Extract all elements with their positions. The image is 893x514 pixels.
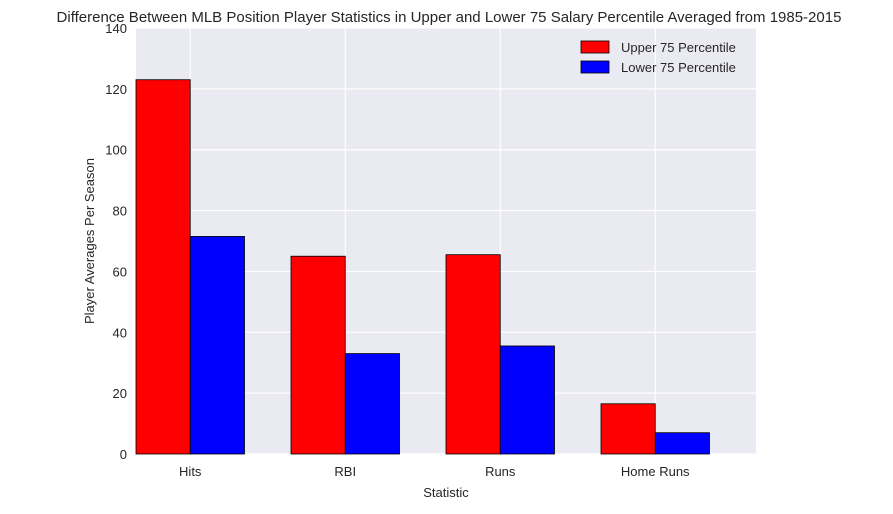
y-axis-label: Player Averages Per Season: [82, 158, 97, 324]
bar: [189, 236, 245, 455]
y-tick-label: 60: [113, 264, 127, 279]
legend-label: Upper 75 Percentile: [621, 40, 736, 55]
x-tick-label: Home Runs: [621, 464, 690, 479]
y-tick-label: 40: [113, 325, 127, 340]
y-tick-label: 0: [120, 447, 127, 462]
bar: [290, 255, 346, 455]
y-tick-label: 100: [105, 143, 127, 158]
x-axis-label: Statistic: [423, 485, 469, 500]
y-tick-label: 120: [105, 82, 127, 97]
x-tick-label: Hits: [179, 464, 202, 479]
y-tick-label: 20: [113, 386, 127, 401]
bars: [135, 79, 710, 455]
x-axis-ticks: Hits RBI Runs Home Runs: [179, 464, 690, 479]
legend-swatch: [580, 40, 610, 54]
bar: [445, 254, 501, 455]
bar: [654, 432, 710, 455]
bar: [344, 353, 400, 455]
x-tick-label: Runs: [485, 464, 516, 479]
chart-title: Difference Between MLB Position Player S…: [57, 9, 842, 26]
bar: [600, 403, 656, 455]
bar: [135, 79, 191, 455]
y-tick-label: 80: [113, 204, 127, 219]
y-axis-ticks: 0 20 40 60 80 100 120 140: [105, 21, 127, 462]
bar: [499, 345, 555, 455]
legend: Upper 75 Percentile Lower 75 Percentile: [580, 40, 736, 75]
legend-swatch: [580, 60, 610, 74]
x-tick-label: RBI: [334, 464, 356, 479]
y-tick-label: 140: [105, 21, 127, 36]
legend-label: Lower 75 Percentile: [621, 60, 736, 75]
